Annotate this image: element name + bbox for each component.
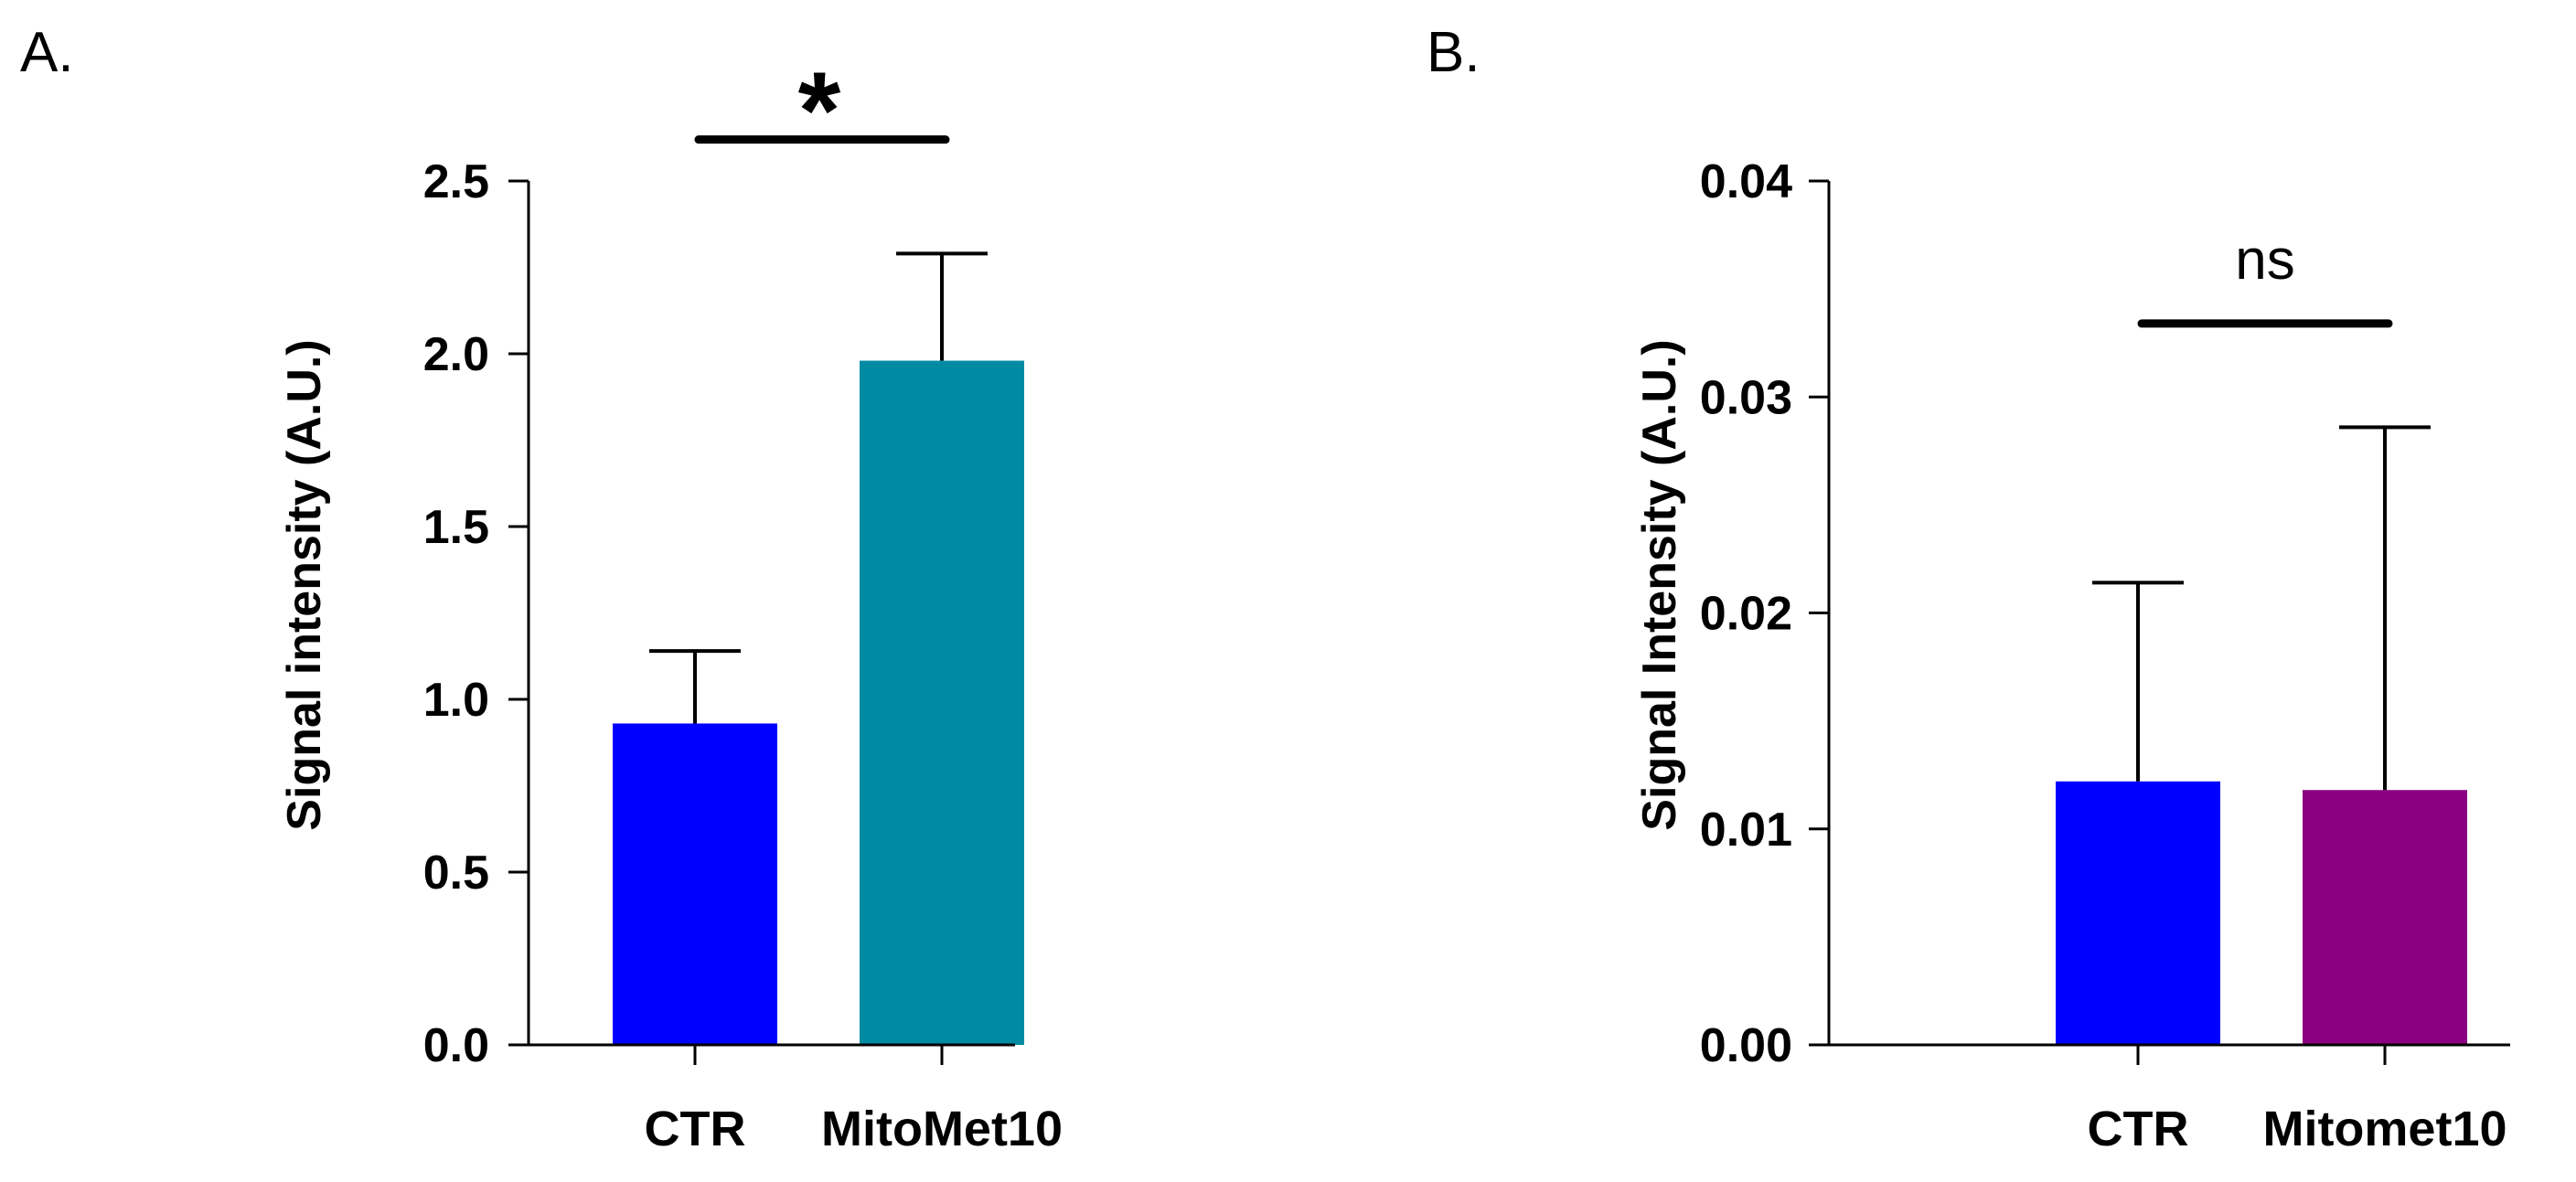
y-tick-label: 0.01	[1700, 804, 1792, 857]
bar	[613, 723, 777, 1045]
plot-area: 0.0 0.5 1.0 1.5 2.0 2.5	[423, 135, 1024, 1072]
y-tick-label: 0.03	[1700, 371, 1792, 424]
plot-area: 0.00 0.01 0.02 0.03 0.04	[1700, 155, 2510, 1072]
y-axis-label: Signal Intensity (A.U.)	[1633, 339, 1686, 830]
panel-label: A.	[20, 21, 74, 84]
bar	[860, 360, 1024, 1045]
y-tick-label: 0.00	[1700, 1019, 1792, 1072]
panel-b: B. Signal Intensity (A.U.) CTR Mitomet10…	[1427, 21, 2510, 1156]
y-tick-label: 0.5	[423, 847, 489, 900]
y-tick-label: 0.02	[1700, 588, 1792, 641]
significance-label: ns	[2235, 229, 2294, 292]
y-axis-label: Signal intensity (A.U.)	[278, 339, 331, 830]
y-tick-label: 0.04	[1700, 155, 1792, 208]
x-category-label: CTR	[2088, 1102, 2189, 1156]
x-category-label: MitoMet10	[821, 1102, 1063, 1156]
y-tick-label: 2.5	[423, 155, 489, 208]
bar	[2056, 781, 2220, 1045]
panel-label: B.	[1427, 21, 1480, 84]
x-category-label: CTR	[645, 1102, 746, 1156]
bar	[2303, 790, 2467, 1045]
panel-a: A. Signal intensity (A.U.) CTR MitoMet10…	[20, 21, 1063, 1156]
significance-label: *	[798, 49, 841, 172]
y-tick-label: 0.0	[423, 1019, 489, 1072]
y-tick-label: 1.0	[423, 674, 489, 727]
x-category-label: Mitomet10	[2262, 1102, 2507, 1156]
y-tick-label: 2.0	[423, 328, 489, 381]
y-tick-label: 1.5	[423, 501, 489, 554]
